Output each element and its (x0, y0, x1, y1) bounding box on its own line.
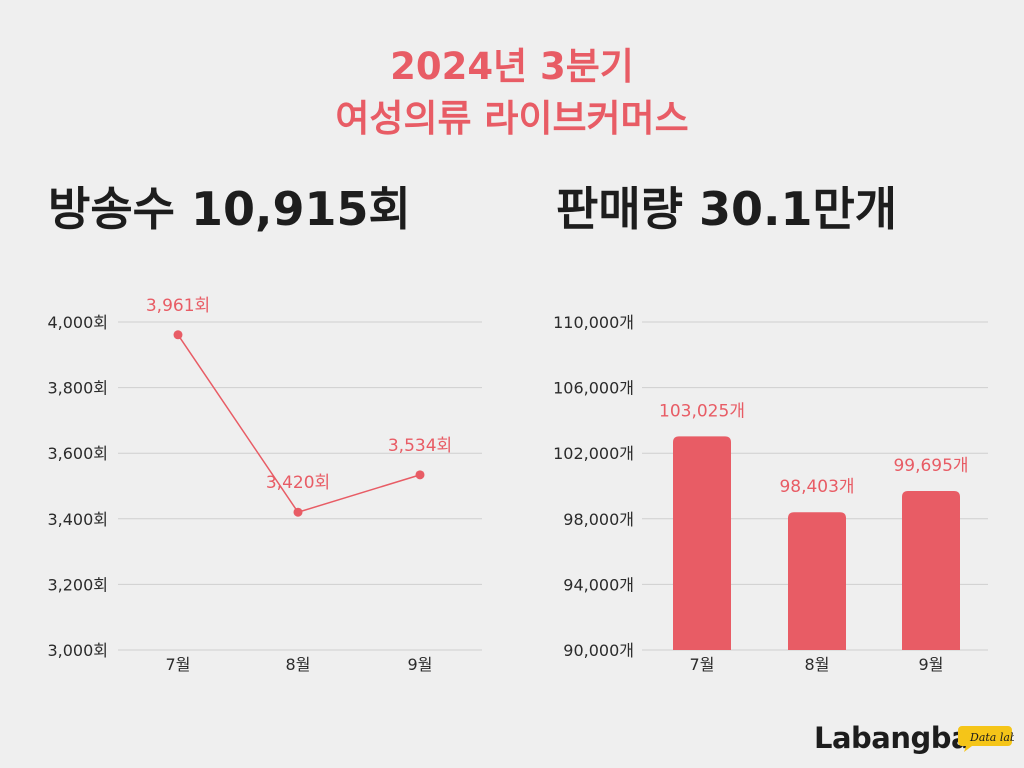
broadcast-data-point (415, 470, 425, 480)
bar-y-tick-label: 106,000개 (553, 379, 634, 398)
line-x-tick-label: 9월 (408, 655, 433, 674)
line-y-tick-label: 3,400회 (47, 510, 108, 529)
broadcast-data-point (173, 330, 183, 340)
chart-title-line1: 2024년 3분기 (390, 45, 634, 88)
bar-y-tick-label: 102,000개 (553, 444, 634, 463)
sales-bar (788, 512, 846, 650)
bar-y-tick-label: 90,000개 (563, 641, 634, 660)
bar-y-tick-label: 98,000개 (563, 510, 634, 529)
line-y-tick-label: 4,000회 (47, 313, 108, 332)
sales-data-label: 98,403개 (779, 477, 854, 497)
bar-y-tick-label: 94,000개 (563, 575, 634, 594)
bar-x-tick-label: 8월 (805, 655, 830, 674)
broadcast-data-label: 3,420회 (266, 473, 330, 493)
broadcast-data-label: 3,534회 (388, 436, 452, 456)
sales-bar (902, 491, 960, 650)
broadcast-data-point (293, 507, 303, 517)
sales-data-label: 99,695개 (893, 456, 968, 476)
data-lab-badge-text: Data lab (969, 731, 1014, 744)
sales-bar (673, 436, 731, 650)
broadcast-count-stat: 방송수 10,915회 (48, 182, 411, 236)
sales-volume-stat: 판매량 30.1만개 (556, 182, 898, 236)
line-y-tick-label: 3,000회 (47, 641, 108, 660)
broadcast-data-label: 3,961회 (146, 296, 210, 316)
sales-data-label: 103,025개 (659, 401, 745, 421)
line-y-tick-label: 3,600회 (47, 444, 108, 463)
logo-graphic: Labangba Data lab (814, 721, 1017, 755)
line-y-tick-label: 3,800회 (47, 379, 108, 398)
line-y-tick-label: 3,200회 (47, 575, 108, 594)
logo-wordmark: Labangba (814, 721, 970, 755)
bar-y-tick-label: 110,000개 (553, 313, 634, 332)
broadcast-line-chart: 3,000회 3,200회 3,400회 3,600회 3,800회 4,000회 7월 8월… (47, 296, 482, 674)
chart-title-line2: 여성의류 라이브커머스 (335, 97, 689, 140)
line-x-tick-label: 8월 (286, 655, 311, 674)
line-x-tick-label: 7월 (166, 655, 191, 674)
labangba-logo: Labangba Data lab (814, 716, 1017, 756)
bar-x-tick-label: 7월 (690, 655, 715, 674)
sales-bar-chart: 90,000개 94,000개 98,000개 102,000개 106,000개 110… (553, 313, 988, 674)
data-lab-badge: Data lab (958, 726, 1017, 752)
bar-x-tick-label: 9월 (919, 655, 944, 674)
